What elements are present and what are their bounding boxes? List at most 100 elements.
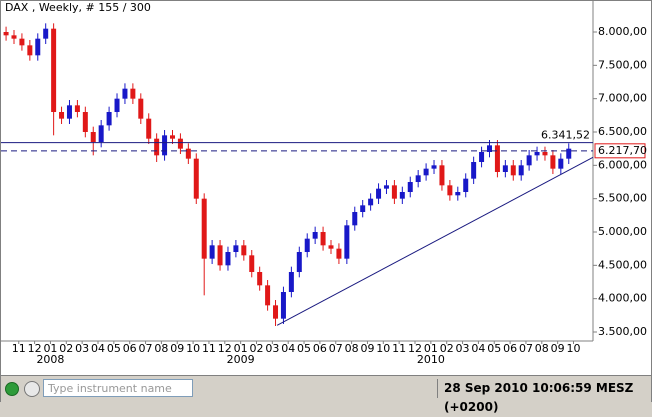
x-tick-label: 01	[43, 342, 57, 355]
candle-body	[98, 125, 104, 142]
candle-body	[463, 178, 469, 192]
candle-body	[257, 272, 263, 286]
level-label: 6.341,52	[541, 129, 590, 142]
candle-body	[130, 88, 136, 99]
candle-body	[265, 285, 271, 306]
candle-body	[225, 252, 231, 266]
x-tick-label: 05	[297, 342, 311, 355]
candle-body	[35, 38, 41, 56]
x-tick-label: 04	[281, 342, 295, 355]
candle-body	[566, 148, 572, 159]
x-tick-label: 08	[535, 342, 549, 355]
candle-body	[288, 272, 294, 292]
candle-body	[344, 225, 350, 259]
year-label: 2010	[417, 353, 445, 366]
x-tick-label: 04	[471, 342, 485, 355]
candle-body	[66, 105, 72, 119]
candle-body	[336, 248, 342, 259]
level-label-box	[594, 143, 646, 159]
candle-body	[494, 145, 500, 172]
y-tick-label: 4.500,00	[598, 258, 647, 271]
y-tick-label: 6.500,00	[598, 125, 647, 138]
x-tick-label: 12	[408, 342, 422, 355]
candle-body	[51, 28, 57, 113]
candle-body	[43, 28, 49, 39]
candle-body	[74, 105, 80, 112]
candle-body	[154, 138, 160, 156]
y-tick-label: 6.000,00	[598, 158, 647, 171]
x-tick-label: 02	[59, 342, 73, 355]
candle-body	[312, 232, 318, 239]
x-tick-label: 10	[567, 342, 581, 355]
candle-body	[479, 152, 485, 162]
x-tick-label: 11	[12, 342, 26, 355]
x-tick-label: 06	[123, 342, 137, 355]
year-label: 2008	[36, 353, 64, 366]
candle-body	[423, 168, 429, 176]
candle-body	[11, 35, 17, 39]
candle-body	[3, 32, 9, 36]
candle-body	[542, 152, 548, 156]
candle-body	[273, 305, 279, 319]
connection-indicator[interactable]	[5, 382, 19, 396]
x-tick-label: 12	[28, 342, 42, 355]
candle-body	[146, 118, 152, 139]
candle-body	[518, 165, 524, 176]
chart-title: DAX , Weekly, # 155 / 300	[5, 1, 151, 14]
y-tick-label: 7.000,00	[598, 92, 647, 105]
x-tick-label: 03	[75, 342, 89, 355]
year-label: 2009	[227, 353, 255, 366]
candle-body	[376, 188, 382, 199]
x-tick-label: 09	[360, 342, 374, 355]
x-tick-label: 10	[186, 342, 200, 355]
instrument-search[interactable]: Type instrument name	[43, 379, 193, 397]
candle-body	[27, 45, 33, 56]
x-tick-label: 10	[376, 342, 390, 355]
chart: DAX , Weekly, # 155 / 300 3.500,00 4.000,…	[1, 1, 647, 366]
y-tick-label: 7.500,00	[598, 58, 647, 71]
candle-body	[502, 165, 508, 172]
x-tick-label: 09	[170, 342, 184, 355]
candle-body	[431, 165, 437, 169]
x-tick-label: 08	[154, 342, 168, 355]
candle-body	[383, 185, 389, 189]
candle-body	[90, 132, 96, 142]
candle-body	[447, 185, 453, 196]
candle-body	[122, 88, 128, 99]
candle-body	[320, 232, 326, 246]
candle-body	[193, 158, 199, 199]
candle-body	[201, 198, 207, 259]
candle-body	[558, 158, 564, 169]
candle-body	[534, 152, 540, 156]
x-tick-label: 01	[424, 342, 438, 355]
candle-body	[352, 212, 358, 226]
y-tick-label: 3.500,00	[598, 325, 647, 338]
candle-body	[19, 38, 25, 46]
candle-body	[296, 252, 302, 272]
candle-body	[510, 165, 516, 176]
candle-body	[241, 245, 247, 256]
candle-body	[415, 175, 421, 182]
candle-body	[471, 162, 477, 179]
candle-body	[169, 135, 175, 139]
x-tick-label: 05	[487, 342, 501, 355]
candle-body	[162, 135, 168, 156]
candle-body	[368, 198, 374, 206]
settings-button[interactable]	[24, 381, 40, 397]
candle-body	[233, 245, 239, 252]
candle-body	[407, 182, 413, 192]
y-tick-label: 5.500,00	[598, 192, 647, 205]
x-tick-label: 06	[313, 342, 327, 355]
x-tick-label: 08	[345, 342, 359, 355]
candle-body	[486, 145, 492, 152]
x-tick-label: 11	[202, 342, 216, 355]
status-bar: Type instrument name 28 Sep 2010 10:06:5…	[1, 375, 651, 414]
x-tick-label: 02	[440, 342, 454, 355]
candle-body	[106, 112, 112, 126]
y-tick-label: 4.000,00	[598, 292, 647, 305]
candle-body	[177, 138, 183, 149]
x-tick-label: 06	[503, 342, 517, 355]
candle-body	[526, 155, 532, 166]
candle-body	[439, 165, 445, 186]
